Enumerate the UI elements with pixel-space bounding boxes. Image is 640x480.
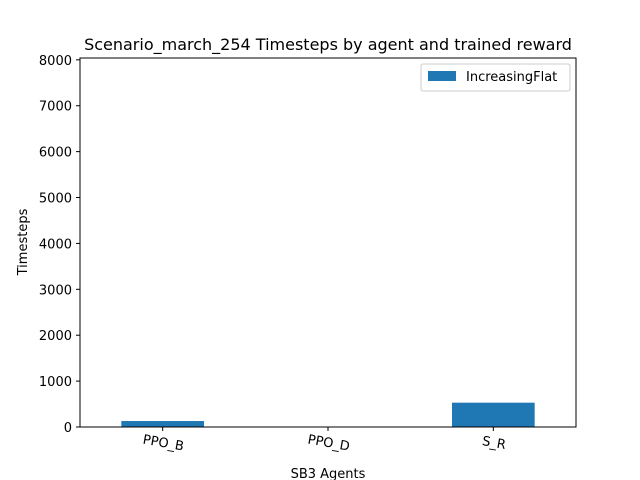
y-tick-label: 0 xyxy=(64,421,72,436)
y-axis-title: Timesteps xyxy=(16,208,31,276)
y-tick-label: 3000 xyxy=(39,283,72,298)
legend: IncreasingFlat xyxy=(420,63,571,92)
x-tick-label: S_R xyxy=(481,434,507,453)
y-tick-label: 5000 xyxy=(39,192,72,207)
legend-swatch xyxy=(428,71,456,81)
y-tick-label: 4000 xyxy=(39,237,72,252)
x-axis: PPO_B PPO_D S_R xyxy=(142,427,507,455)
x-tick-label: PPO_D xyxy=(306,432,350,454)
plot-frame xyxy=(79,57,577,428)
bar-ppo-b xyxy=(121,421,204,427)
y-tick-label: 7000 xyxy=(39,100,72,115)
y-tick-label: 6000 xyxy=(39,146,72,161)
x-axis-title: SB3 Agents xyxy=(291,467,366,480)
x-tick-label: PPO_B xyxy=(142,433,185,455)
bars-group xyxy=(121,402,535,427)
legend-label: IncreasingFlat xyxy=(466,70,557,85)
bar-s-r xyxy=(452,402,535,427)
chart-title: Scenario_march_254 Timesteps by agent an… xyxy=(84,35,572,55)
y-tick-label: 8000 xyxy=(39,54,72,69)
y-tick-label: 1000 xyxy=(39,375,72,390)
legend-box xyxy=(420,63,571,92)
y-tick-label: 2000 xyxy=(39,329,72,344)
y-axis: 0 1000 2000 3000 4000 5000 6000 7000 8000 xyxy=(39,54,80,436)
